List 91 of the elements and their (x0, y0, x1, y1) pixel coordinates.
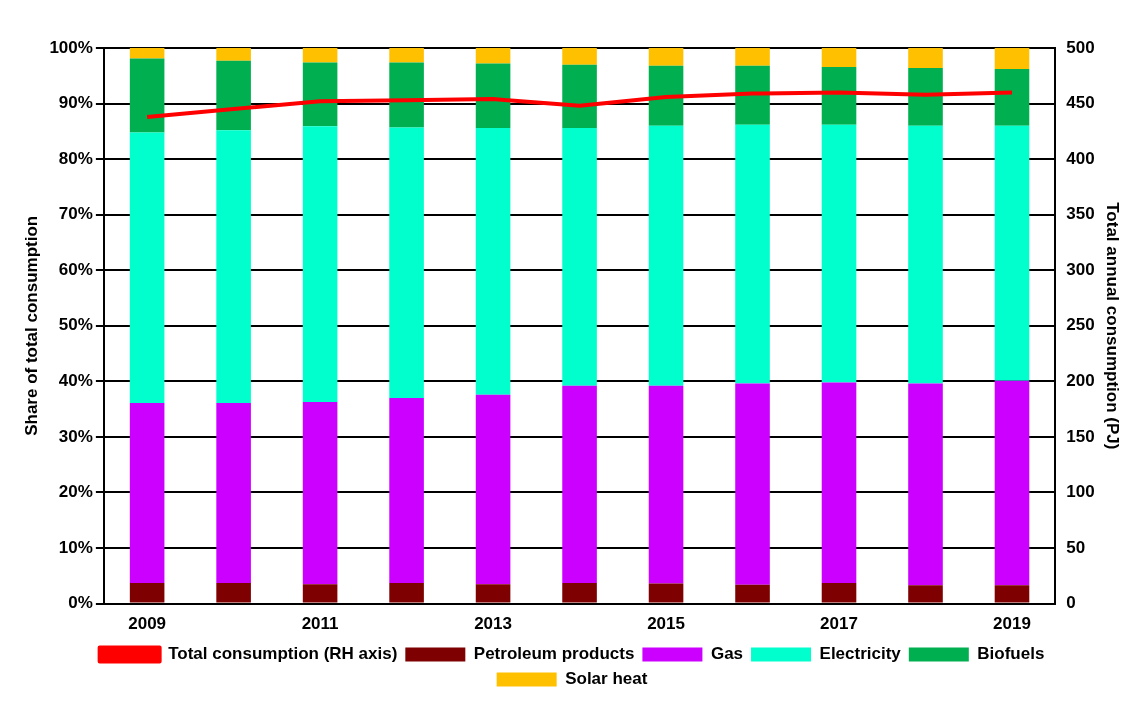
x-tick-label: 2017 (820, 614, 858, 634)
bar (821, 48, 857, 67)
bar (562, 583, 597, 603)
bar (735, 124, 770, 384)
legend-label: Petroleum products (473, 644, 635, 664)
bar (735, 65, 770, 125)
bar (216, 130, 251, 404)
bar (821, 66, 857, 125)
bar (994, 380, 1030, 586)
bar (994, 125, 1030, 381)
bar (216, 48, 251, 61)
bar (475, 48, 511, 64)
bar (994, 585, 1030, 603)
y2-tick-label: 300 (1066, 259, 1095, 279)
bar (389, 62, 424, 128)
y2-tick-label: 50 (1066, 537, 1086, 557)
x-tick-label: 2019 (993, 614, 1031, 634)
bar (475, 584, 511, 603)
bar (475, 128, 511, 395)
bar (648, 125, 684, 386)
bar (562, 64, 597, 129)
y2-tick-label: 400 (1066, 148, 1095, 168)
x-tick-label: 2013 (474, 614, 512, 634)
y2-tick-label: 350 (1066, 204, 1095, 224)
y-tick-label: 50% (58, 315, 93, 335)
bar (735, 48, 770, 66)
y2-tick-label: 0 (1066, 593, 1076, 613)
y2-tick-label: 150 (1066, 426, 1095, 446)
y-tick-label: 90% (58, 93, 93, 113)
bar (562, 385, 597, 584)
x-tick-label: 2011 (301, 614, 339, 634)
bar (908, 125, 943, 384)
legend-label: Electricity (819, 644, 902, 664)
bar (129, 48, 165, 59)
y-tick-label: 100% (49, 37, 93, 57)
legend-label: Biofuels (977, 644, 1045, 664)
y2-axis-title: Total annual consumption (PJ) (1103, 202, 1123, 450)
bar (389, 48, 424, 63)
bar (994, 69, 1030, 126)
bar (648, 48, 684, 66)
y-tick-label: 20% (58, 482, 93, 502)
legend-label: Gas (710, 644, 744, 664)
bar (648, 65, 684, 126)
bar (389, 398, 424, 584)
bar (389, 127, 424, 399)
bar (908, 383, 943, 586)
bar (562, 128, 597, 386)
bar (129, 132, 165, 404)
y2-tick-label: 450 (1066, 93, 1095, 113)
bar (735, 584, 770, 603)
bar (908, 48, 943, 68)
y2-tick-label: 100 (1066, 482, 1095, 502)
bar (821, 382, 857, 584)
bar (994, 48, 1030, 70)
bar (302, 401, 338, 585)
y-tick-label: 40% (58, 371, 93, 391)
bar (562, 48, 597, 65)
bar (475, 63, 511, 129)
legend-label: Total consumption (RH axis) (168, 644, 398, 664)
bar (216, 583, 251, 603)
bar (129, 58, 165, 133)
bar (129, 583, 165, 603)
y2-tick-label: 250 (1066, 315, 1095, 335)
y-tick-label: 10% (58, 537, 93, 557)
bar (648, 583, 684, 603)
bar (129, 403, 165, 584)
bar (648, 385, 684, 584)
bar (821, 583, 857, 603)
bar (389, 583, 424, 603)
y2-tick-label: 500 (1066, 37, 1095, 57)
y2-tick-label: 200 (1066, 371, 1095, 391)
bar (302, 126, 338, 402)
bar (475, 394, 511, 585)
y-tick-label: 60% (58, 259, 93, 279)
bar (908, 68, 943, 126)
y-tick-label: 70% (58, 204, 93, 224)
legend-label: Solar heat (565, 669, 648, 689)
bar (735, 383, 770, 585)
y-tick-label: 80% (58, 148, 93, 168)
bar (302, 62, 338, 127)
bar (302, 584, 338, 603)
bar (216, 403, 251, 584)
bar (908, 585, 943, 603)
x-tick-label: 2009 (128, 614, 167, 634)
bar (302, 48, 338, 63)
y-tick-label: 30% (58, 426, 93, 446)
y-axis-title: Share of total consumption (21, 215, 41, 436)
bar (821, 124, 857, 383)
y-tick-label: 0% (68, 593, 93, 613)
bar (216, 60, 251, 131)
x-tick-label: 2015 (647, 614, 685, 634)
